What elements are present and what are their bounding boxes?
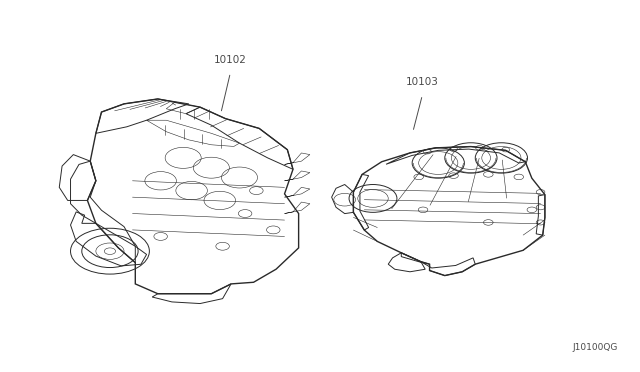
Text: 10103: 10103 (406, 77, 439, 87)
Text: J10100QG: J10100QG (572, 343, 618, 352)
Text: 10102: 10102 (214, 55, 247, 65)
